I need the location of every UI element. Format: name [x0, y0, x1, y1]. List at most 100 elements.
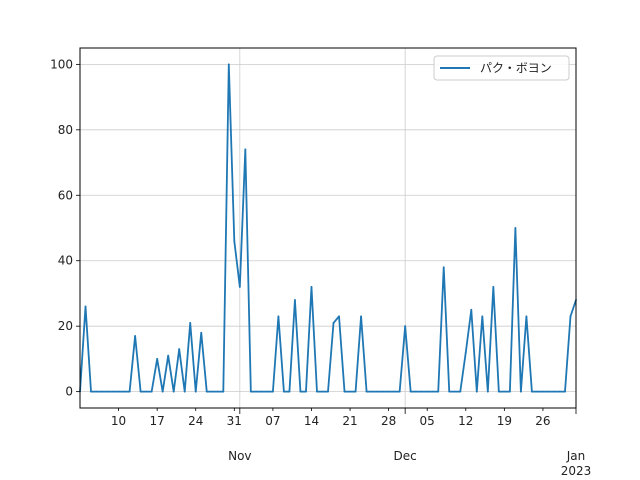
data-point [426, 390, 429, 393]
data-point [227, 63, 230, 66]
axis-ticks: 0 20 40 60 80 100 10 17 24 31 Nov 07 14 21 28 Dec 05 12 19… [50, 57, 591, 478]
y-tick-label: 60 [58, 188, 73, 202]
data-point [84, 305, 87, 308]
data-point [183, 390, 186, 393]
data-point [117, 390, 120, 393]
data-point [376, 390, 379, 393]
data-point [145, 390, 148, 393]
y-tick-label: 40 [58, 254, 73, 268]
x-tick-label: 26 [535, 414, 550, 428]
data-point [481, 315, 484, 318]
data-point [288, 390, 291, 393]
x-tick-label: 19 [497, 414, 512, 428]
data-point [508, 390, 511, 393]
data-point [321, 390, 324, 393]
data-point [310, 286, 313, 288]
x-tick-label: 10 [111, 414, 126, 428]
x-tick-label: 28 [381, 414, 396, 428]
y-tick-label: 100 [50, 57, 73, 71]
data-point [244, 148, 247, 151]
data-point [283, 390, 285, 393]
data-point [194, 390, 197, 393]
data-point [161, 390, 164, 393]
data-point [409, 390, 412, 393]
data-point [172, 390, 175, 393]
data-point [294, 299, 296, 301]
legend-label: パク・ボヨン [480, 61, 552, 75]
plot-frame [79, 47, 577, 409]
data-point [178, 348, 181, 350]
data-point [475, 390, 478, 393]
data-point [90, 390, 92, 393]
data-point [542, 390, 544, 393]
data-point [123, 390, 125, 393]
data-point [139, 390, 142, 393]
data-point [486, 390, 489, 393]
x-tick-label: 21 [342, 414, 357, 428]
data-point [492, 286, 495, 288]
y-tick-label: 80 [58, 123, 73, 137]
data-point [134, 335, 137, 337]
data-point [238, 286, 241, 288]
data-point [95, 390, 98, 393]
data-point [558, 390, 561, 393]
data-point [205, 390, 208, 393]
data-point [365, 390, 368, 393]
data-point [255, 390, 258, 393]
data-point [442, 266, 445, 269]
x-tick-label: 05 [420, 414, 435, 428]
data-point [531, 390, 533, 393]
data-point [316, 390, 318, 393]
data-point [189, 322, 192, 324]
data-point [564, 390, 566, 393]
x-tick-label: 07 [265, 414, 280, 428]
data-point [101, 390, 103, 393]
data-point [200, 331, 203, 334]
data-point [404, 325, 407, 328]
data-point [216, 390, 219, 393]
data-point [233, 240, 236, 242]
x-major-tick-label: Nov [228, 449, 251, 463]
data-point [332, 322, 335, 324]
data-point [519, 390, 522, 393]
data-point [327, 390, 329, 393]
data-point [393, 390, 396, 393]
data-point [299, 390, 302, 393]
data-point [266, 390, 269, 393]
x-major-tick-label: Dec [394, 449, 417, 463]
data-point [459, 390, 462, 393]
x-tick-label: 12 [458, 414, 473, 428]
data-point [167, 354, 170, 357]
data-point [453, 390, 456, 393]
data-point [211, 390, 214, 393]
data-point [448, 390, 451, 393]
data-point [128, 390, 131, 393]
data-point [415, 390, 418, 393]
legend-box [433, 55, 570, 81]
data-point [338, 315, 340, 318]
data-point [277, 315, 280, 318]
x-major-tick-label: Jan 2023 [561, 449, 592, 478]
data-point [503, 390, 506, 393]
data-point [536, 390, 539, 393]
data-point [553, 390, 555, 393]
data-point [547, 390, 550, 393]
x-tick-label: 14 [304, 414, 319, 428]
data-point [514, 227, 517, 229]
data-point [150, 390, 153, 393]
y-tick-label: 0 [65, 385, 73, 399]
data-point [525, 315, 528, 318]
legend: パク・ボヨン [433, 55, 570, 81]
data-point [464, 351, 467, 354]
data-point [222, 390, 225, 393]
data-point [271, 390, 274, 393]
data-point [249, 390, 252, 393]
data-point [431, 390, 434, 393]
data-point [360, 315, 362, 318]
data-point [106, 390, 109, 393]
y-tick-label: 20 [58, 319, 73, 333]
data-point [382, 390, 385, 393]
data-point [569, 315, 572, 318]
data-point [387, 390, 390, 393]
